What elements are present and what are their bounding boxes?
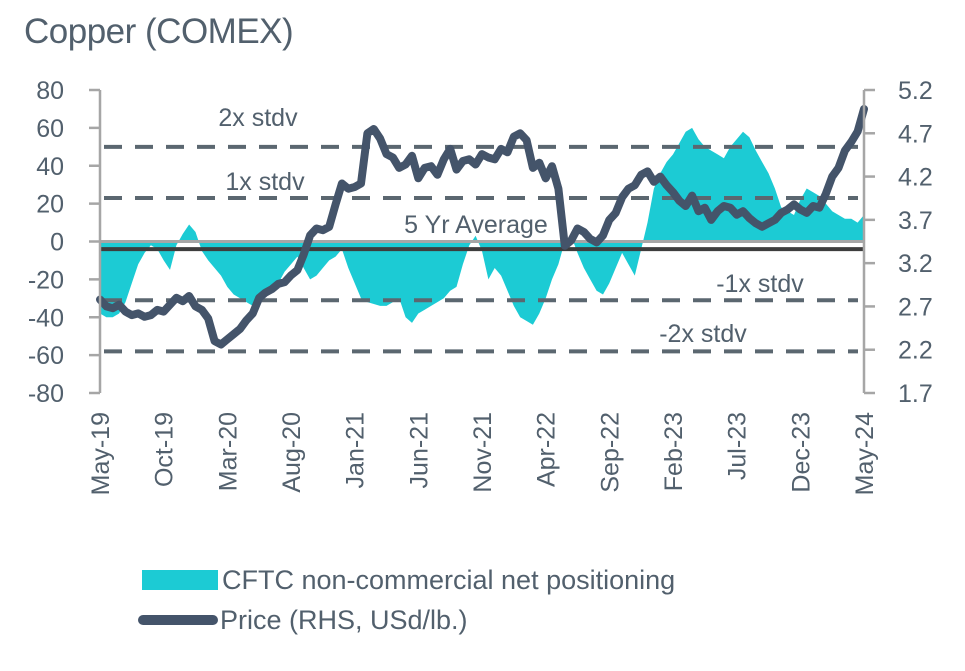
x-tick-label: Aug-20: [278, 412, 306, 493]
right-tick-label: 2.7: [898, 293, 933, 321]
legend-label-positioning: CFTC non-commercial net positioning: [222, 564, 676, 595]
left-tick-label: 80: [36, 77, 64, 105]
chart-title: Copper (COMEX): [24, 12, 294, 51]
legend-swatch-line-icon: [138, 615, 218, 625]
x-tick-label: Apr-22: [533, 412, 561, 487]
right-tick-label: 3.7: [898, 207, 933, 235]
left-tick-label: -80: [28, 380, 64, 408]
left-tick-label: 40: [36, 153, 64, 181]
legend-item-price: Price (RHS, USd/lb.): [138, 600, 675, 640]
reference-label-3: -1x stdv: [716, 270, 804, 298]
left-tick-label: 60: [36, 115, 64, 143]
reference-lines-layer: [100, 144, 864, 354]
axes-layer: [89, 88, 875, 395]
right-tick-label: 4.7: [898, 120, 933, 148]
x-tick-label: Dec-23: [787, 412, 815, 493]
reference-label-0: 2x stdv: [218, 104, 298, 132]
x-tick-label: Jul-23: [724, 412, 752, 480]
x-tick-label: Jun-21: [405, 412, 433, 488]
right-tick-label: 4.2: [898, 164, 933, 192]
legend-swatch-area-icon: [142, 570, 218, 590]
reference-label-4: -2x stdv: [659, 320, 747, 348]
x-tick-label: Sep-22: [596, 412, 624, 493]
reference-label-2: 5 Yr Average: [404, 211, 548, 239]
labels-layer: 80 60 40 20 0 -20 -40 -60 -80 5.2 4.7 4.2 3.7 3.2 2.7 2…: [28, 77, 933, 495]
left-tick-label: 20: [36, 191, 64, 219]
reference-label-1: 1x stdv: [225, 168, 305, 196]
right-tick-label: 5.2: [898, 77, 933, 105]
left-tick-label: -60: [28, 342, 64, 370]
x-tick-label: Oct-19: [151, 412, 179, 487]
right-tick-label: 2.2: [898, 337, 933, 365]
x-tick-label: Mar-20: [214, 412, 242, 491]
x-tick-label: May-19: [87, 412, 115, 495]
legend-label-price: Price (RHS, USd/lb.): [220, 604, 468, 635]
legend: CFTC non-commercial net positioning Pric…: [138, 560, 675, 640]
right-tick-label: 3.2: [898, 250, 933, 278]
x-tick-label: Nov-21: [469, 412, 497, 493]
positioning-area-layer: [99, 127, 865, 325]
left-tick-label: -40: [28, 304, 64, 332]
x-tick-label: May-24: [851, 412, 879, 495]
legend-item-positioning: CFTC non-commercial net positioning: [140, 560, 675, 600]
positioning-area: [100, 127, 864, 325]
x-tick-label: Jan-21: [342, 412, 370, 488]
x-tick-label: Feb-23: [660, 412, 688, 491]
price-line-layer: [96, 105, 868, 349]
left-tick-label: 0: [50, 229, 64, 257]
left-tick-label: -20: [28, 266, 64, 294]
right-tick-label: 1.7: [898, 380, 933, 408]
